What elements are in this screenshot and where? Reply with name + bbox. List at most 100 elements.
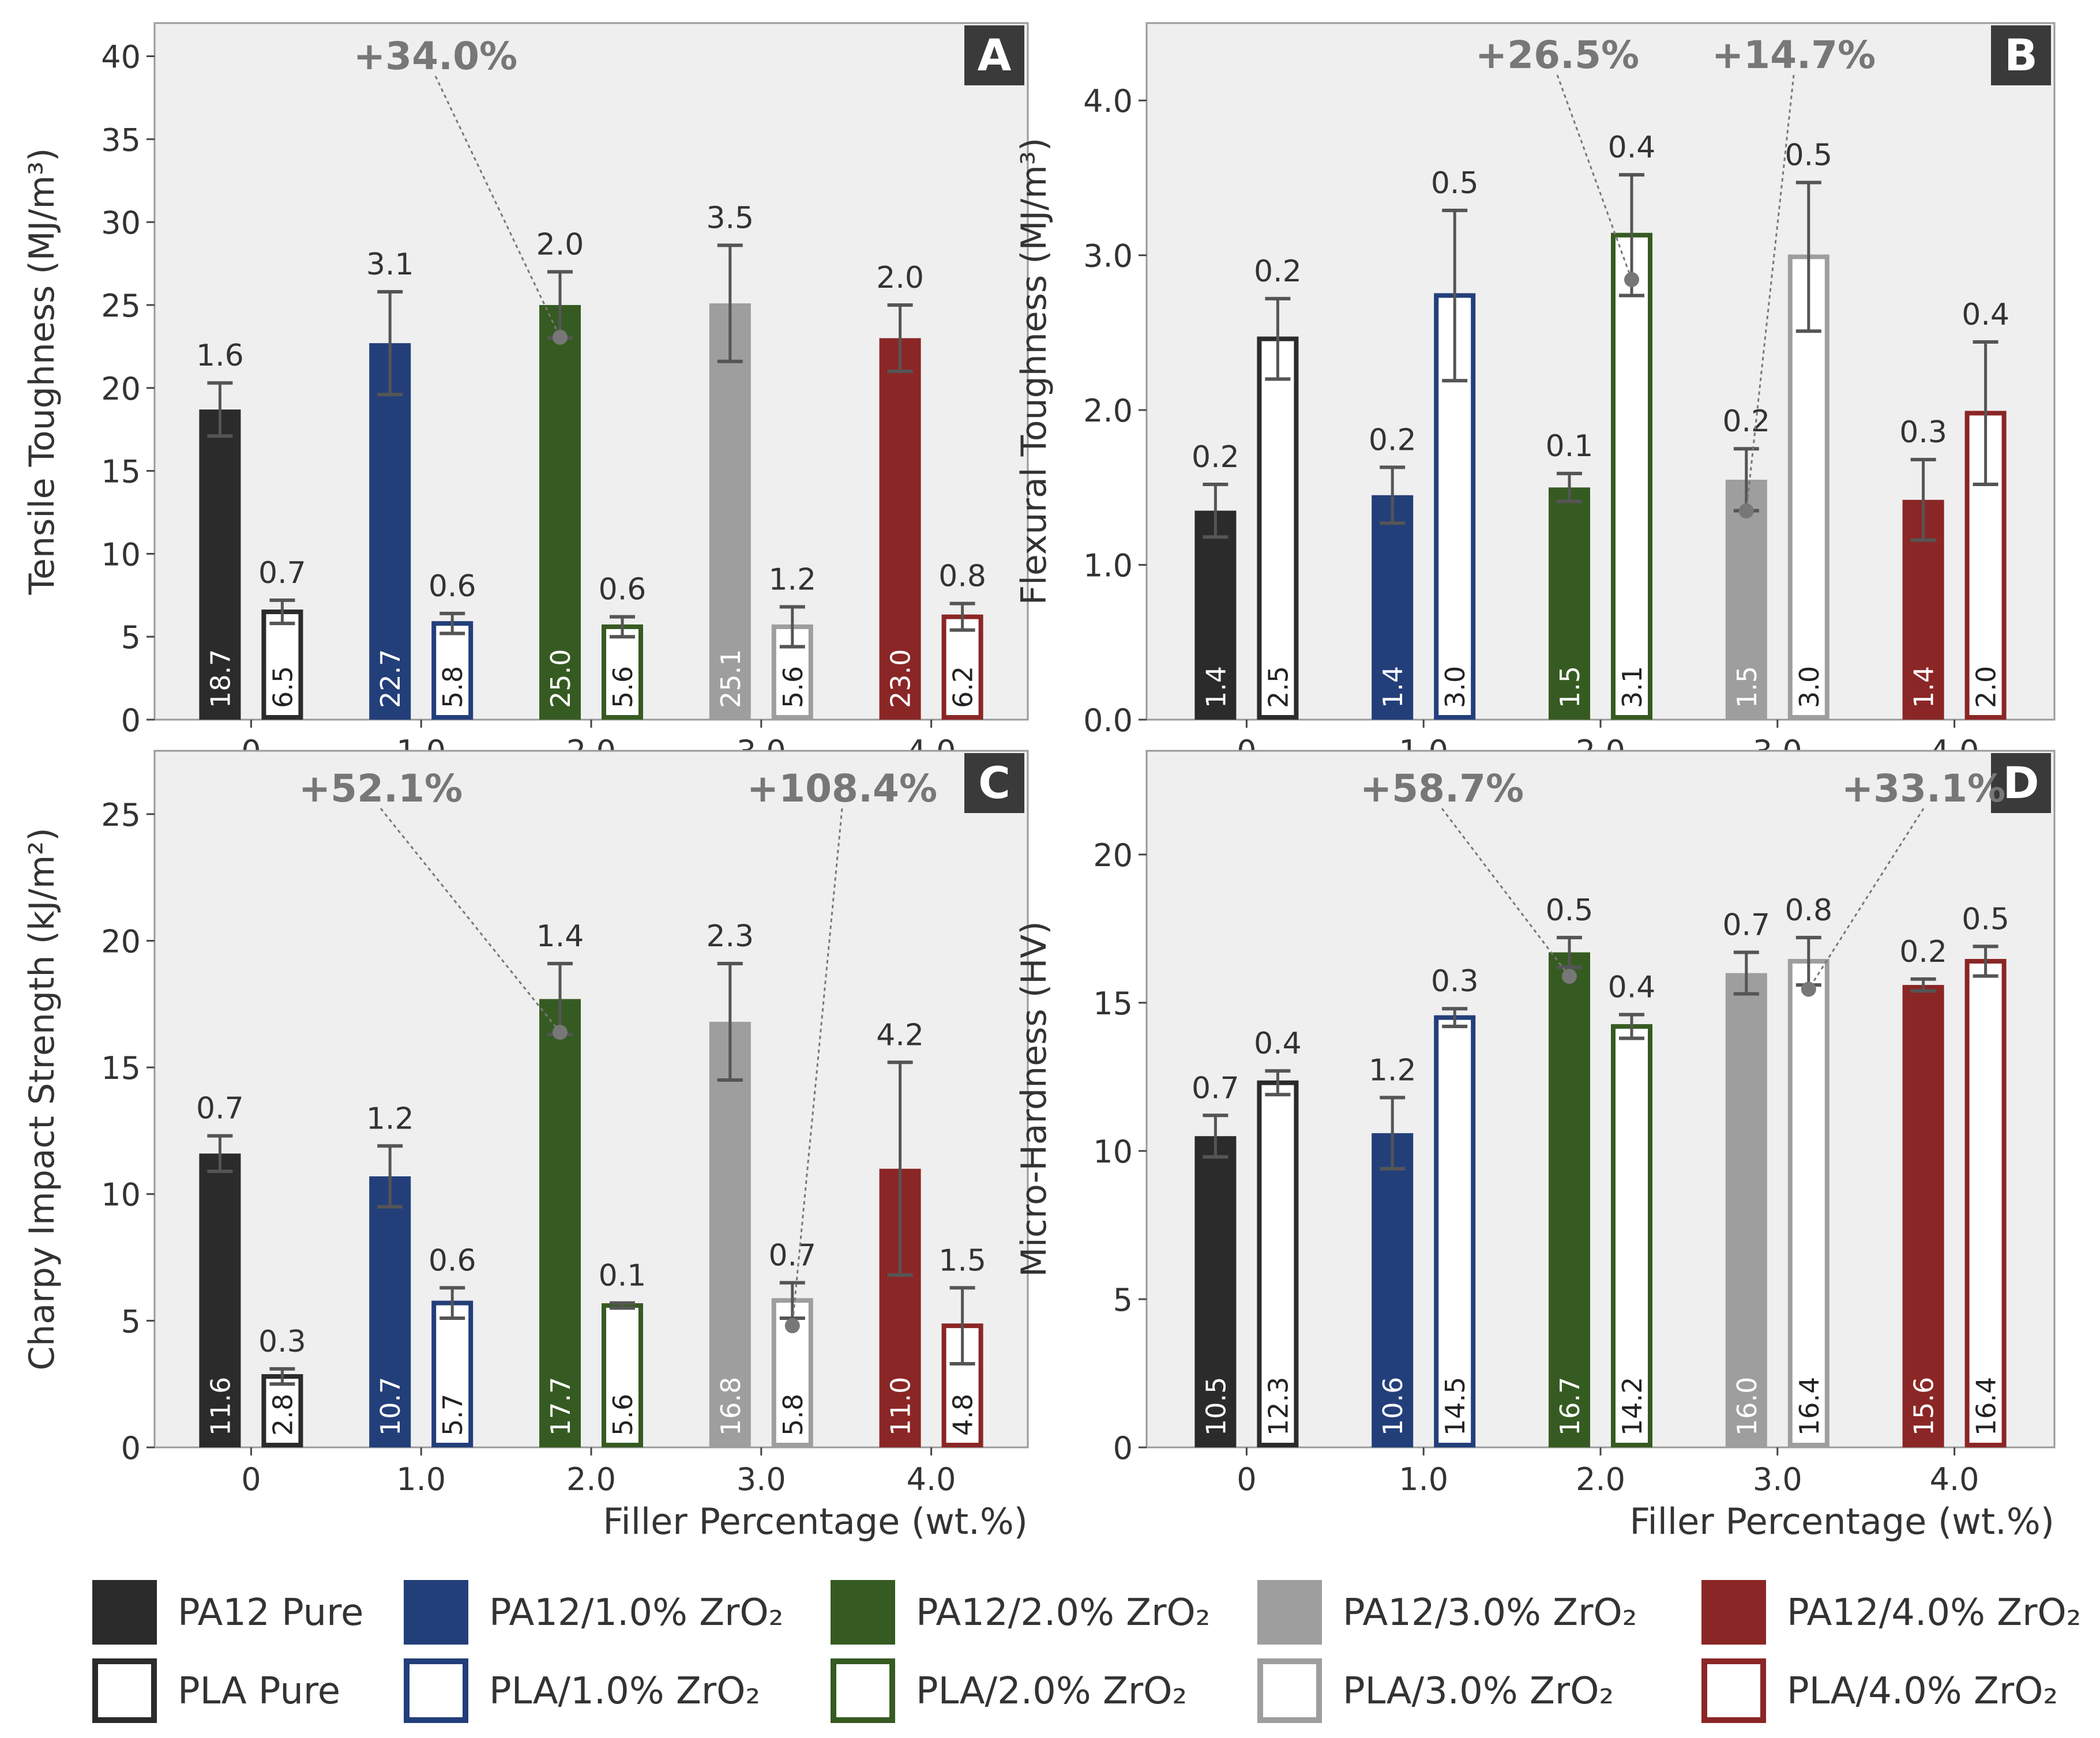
value-label: 5.6 <box>607 666 638 708</box>
y-tick-label: 15 <box>101 454 141 490</box>
error-label: 0.5 <box>1962 902 2009 936</box>
bar-pla <box>1787 958 1829 1447</box>
legend-item: PA12/1.0% ZrO₂ <box>404 1580 783 1645</box>
value-label: 25.0 <box>545 649 576 708</box>
error-label: 2.0 <box>536 227 584 262</box>
y-tick-label: 15 <box>101 1050 141 1086</box>
legend-swatch-filled <box>831 1580 895 1645</box>
annotation-dot <box>553 1025 568 1040</box>
x-axis-label: Filler Percentage (wt.%) <box>1629 1500 2054 1543</box>
panel-letter: C <box>978 757 1010 808</box>
value-label: 16.0 <box>1731 1377 1763 1436</box>
bar-pla <box>1611 232 1652 720</box>
value-label: 22.7 <box>375 649 406 708</box>
legend-swatch-outline <box>831 1658 895 1723</box>
error-label: 0.2 <box>1192 440 1239 475</box>
error-label: 0.1 <box>599 1259 647 1293</box>
x-tick-label: 0 <box>241 1461 261 1498</box>
error-label: 0.7 <box>1722 908 1770 943</box>
bar-pa12 <box>1194 1136 1237 1447</box>
panel-b: 0.0 1.0 2.0 3.0 4.0 Flexural Toughness (MJ/m³… <box>1014 22 2056 770</box>
y-tick-label: 3.0 <box>1083 238 1133 274</box>
y-axis-label: Flexural Toughness (MJ/m³) <box>1014 138 1054 605</box>
error-label: 2.3 <box>706 919 754 954</box>
legend-label: PA12/4.0% ZrO₂ <box>1787 1592 2081 1634</box>
y-tick-label: 0 <box>1113 1430 1133 1466</box>
error-label: 0.3 <box>1899 415 1947 450</box>
error-label: 1.2 <box>768 562 816 597</box>
value-label: 14.2 <box>1617 1377 1648 1436</box>
panel-d: 0 5 10 15 20 Micro-Hardness (HV) D 0 0.7 10.5 0.4 1… <box>1014 750 2056 1543</box>
value-label: 5.6 <box>607 1394 638 1436</box>
error-label: 0.6 <box>599 573 647 607</box>
y-tick-label: 35 <box>101 122 141 158</box>
panel-letter: D <box>2003 757 2039 808</box>
annotation-dot <box>553 329 568 345</box>
x-tick-label: 1.0 <box>1399 1461 1448 1498</box>
x-tick-label: 4.0 <box>907 1461 956 1498</box>
annotation-text: +58.7% <box>1360 766 1524 811</box>
bar-pa12 <box>1549 487 1590 720</box>
bar-pa12 <box>369 343 411 720</box>
legend-swatch-filled <box>404 1580 468 1645</box>
legend-label: PLA/1.0% ZrO₂ <box>489 1670 760 1713</box>
legend-label: PLA/2.0% ZrO₂ <box>916 1670 1187 1713</box>
y-tick-label: 15 <box>1093 985 1133 1022</box>
error-label: 0.6 <box>429 1243 476 1278</box>
panel-badge <box>964 25 1024 85</box>
legend-item: PA12/2.0% ZrO₂ <box>831 1580 1210 1645</box>
value-label: 5.8 <box>777 1394 809 1436</box>
value-label: 16.4 <box>1794 1377 1825 1436</box>
legend-item: PA12/4.0% ZrO₂ <box>1701 1580 2081 1645</box>
error-label: 0.1 <box>1546 429 1594 464</box>
legend-swatch-outline <box>92 1658 157 1723</box>
legend-swatch-filled <box>92 1580 157 1645</box>
bar-pla <box>1434 1015 1476 1447</box>
bar-pa12 <box>709 1022 751 1447</box>
annotation-dot <box>1738 503 1754 519</box>
y-tick-label: 30 <box>101 205 141 241</box>
annotation-dot <box>1801 981 1816 997</box>
panel-letter: A <box>978 29 1012 81</box>
bar-pla <box>1787 254 1829 720</box>
y-tick-label: 5 <box>121 1303 141 1340</box>
y-tick-label: 0 <box>121 702 141 739</box>
bar-pa12 <box>879 338 921 720</box>
bar-pa12 <box>709 303 751 720</box>
error-label: 1.6 <box>196 338 244 373</box>
bar-pa12 <box>1194 510 1237 720</box>
legend-item: PLA/1.0% ZrO₂ <box>404 1658 760 1723</box>
value-label: 17.7 <box>545 1377 576 1436</box>
annotation-text: +52.1% <box>299 766 463 811</box>
value-label: 3.0 <box>1794 666 1825 708</box>
annotation-dot <box>784 1318 800 1334</box>
legend-label: PLA/3.0% ZrO₂ <box>1343 1670 1614 1713</box>
error-label: 0.5 <box>1431 166 1479 201</box>
legend-item: PLA/3.0% ZrO₂ <box>1257 1658 1614 1723</box>
value-label: 11.0 <box>885 1377 916 1436</box>
value-label: 3.1 <box>1617 666 1648 708</box>
bar-pa12 <box>1372 495 1414 720</box>
y-tick-label: 10 <box>1093 1134 1133 1170</box>
y-tick-label: 40 <box>101 39 141 76</box>
y-tick-label: 10 <box>101 536 141 573</box>
x-tick-label: 0 <box>1237 1461 1256 1498</box>
error-label: 0.2 <box>1369 423 1417 457</box>
value-label: 5.6 <box>777 666 809 708</box>
value-label: 2.0 <box>1971 666 2002 708</box>
panel-c: 0 5 10 15 20 25 Charpy Impact Strength (kJ/m²)… <box>22 750 1029 1543</box>
value-label: 5.7 <box>437 1394 468 1436</box>
bar-pa12 <box>1549 952 1590 1447</box>
legend-item: PA12 Pure <box>92 1580 363 1645</box>
panel-letter: B <box>2004 29 2038 81</box>
legend-swatch-filled <box>1701 1580 1766 1645</box>
value-label: 25.1 <box>715 649 746 708</box>
legend-label: PA12 Pure <box>178 1592 363 1634</box>
value-label: 1.4 <box>1200 666 1231 708</box>
y-tick-label: 20 <box>101 923 141 960</box>
y-tick-label: 10 <box>101 1177 141 1213</box>
value-label: 1.5 <box>1554 666 1586 708</box>
error-label: 1.2 <box>366 1101 414 1136</box>
value-label: 6.5 <box>267 666 298 708</box>
